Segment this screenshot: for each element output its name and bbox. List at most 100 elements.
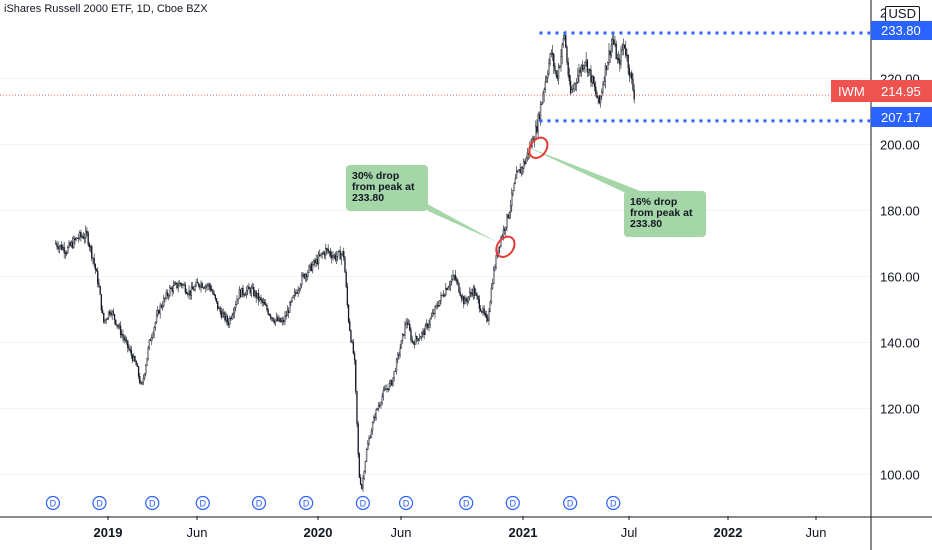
candle-body-475	[625, 47, 627, 56]
candle-body-377	[507, 214, 509, 219]
candle-body-269	[377, 405, 380, 410]
candles-layer	[55, 30, 635, 492]
candle-body-22	[81, 236, 83, 238]
x-tick-label-3: Jun	[391, 525, 412, 540]
candle-body-32	[93, 258, 95, 265]
candle-body-165	[253, 287, 255, 296]
candle-body-180	[271, 317, 273, 319]
candle-body-193	[286, 310, 289, 317]
candle-body-391	[524, 161, 526, 164]
candle-body-339	[461, 296, 464, 299]
candle-body-376	[506, 214, 508, 228]
candle-body-438	[580, 65, 583, 73]
candle-body-231	[332, 255, 334, 259]
candle-body-303	[418, 338, 421, 341]
candle-body-256	[362, 478, 364, 489]
candle-body-28	[88, 244, 91, 248]
symbol-tag: IWM	[831, 80, 871, 102]
candle-body-295	[409, 323, 411, 331]
candle-body-454	[599, 96, 602, 103]
candle-body-81	[152, 333, 154, 338]
candle-body-246	[350, 330, 352, 342]
annotation-note-30pct[interactable]: 30% drop from peak at 233.80	[346, 165, 428, 211]
candle-body-141	[224, 312, 226, 321]
candle-body-159	[245, 290, 248, 295]
dividend-marker-4	[251, 495, 267, 511]
candle-body-319	[437, 305, 440, 307]
candle-body-362	[489, 301, 491, 313]
candle-body-118	[196, 281, 199, 284]
candle-body-280	[391, 380, 393, 386]
candle-body-434	[575, 82, 578, 84]
candle-body-220	[319, 254, 321, 256]
candle-body-43	[106, 317, 109, 320]
candle-body-413	[550, 52, 553, 55]
candle-body-296	[410, 330, 412, 341]
candle-body-123	[202, 287, 205, 289]
candle-body-317	[435, 305, 437, 307]
candle-body-71	[140, 382, 142, 384]
candle-body-240	[343, 251, 345, 258]
candle-body-340	[463, 296, 465, 305]
candle-body-53	[118, 325, 121, 328]
candle-body-204	[299, 284, 302, 289]
candle-body-406	[542, 94, 544, 103]
candle-body-325	[445, 288, 447, 296]
candle-body-283	[394, 370, 397, 373]
y-tick-label-0: 100.00	[880, 468, 920, 483]
candle-body-46	[110, 313, 112, 316]
y-tick-label-2: 140.00	[880, 336, 920, 351]
candle-body-388	[520, 167, 523, 174]
candle-body-31	[92, 257, 94, 259]
candle-body-400	[535, 126, 537, 140]
candle-body-185	[277, 317, 279, 322]
candle-body-126	[206, 285, 208, 287]
candle-body-152	[237, 298, 239, 301]
candle-body-186	[278, 317, 280, 322]
candle-body-351	[476, 293, 478, 297]
candle-body-330	[451, 278, 453, 282]
circled-point-1	[528, 136, 549, 159]
candle-body-282	[393, 370, 395, 378]
candle-body-10	[67, 246, 69, 254]
candle-body-103	[178, 282, 181, 287]
annotation-note-16pct[interactable]: 16% drop from peak at 233.80	[624, 191, 706, 237]
candle-body-393	[526, 152, 529, 159]
candle-body-371	[500, 237, 502, 247]
candle-body-200	[295, 292, 297, 294]
candle-body-367	[495, 255, 497, 268]
candle-body-341	[464, 298, 466, 305]
candle-body-129	[209, 286, 212, 290]
candle-body-197	[291, 297, 293, 302]
candle-body-315	[433, 312, 435, 314]
candle-body-188	[280, 320, 283, 323]
candle-body-263	[370, 430, 373, 438]
candle-body-419	[557, 67, 560, 79]
dividend-marker-label-2: D	[149, 499, 156, 509]
candle-body-243	[346, 286, 349, 306]
candle-body-261	[368, 438, 370, 444]
candle-body-435	[577, 75, 579, 83]
candle-body-191	[284, 315, 286, 322]
candle-body-335	[457, 280, 459, 284]
candle-body-302	[417, 338, 419, 341]
x-tick-label-5: Jul	[621, 525, 638, 540]
currency-button[interactable]: USD	[884, 6, 920, 22]
candle-body-366	[494, 267, 496, 270]
candle-body-76	[146, 357, 148, 366]
candle-body-476	[626, 55, 628, 57]
dividend-marker-3	[195, 495, 210, 511]
note-30pct-line-1: 30% drop	[352, 170, 400, 182]
candle-body-111	[188, 290, 190, 295]
candle-body-424	[563, 35, 566, 39]
candle-body-219	[317, 254, 320, 265]
candle-body-469	[617, 57, 620, 61]
candle-body-407	[543, 89, 545, 96]
candle-body-463	[610, 44, 613, 56]
candle-body-27	[87, 232, 89, 245]
candle-body-7	[63, 247, 65, 254]
candle-body-202	[297, 290, 299, 294]
last-price-label: 214.95	[881, 84, 921, 99]
candle-body-383	[514, 178, 517, 184]
